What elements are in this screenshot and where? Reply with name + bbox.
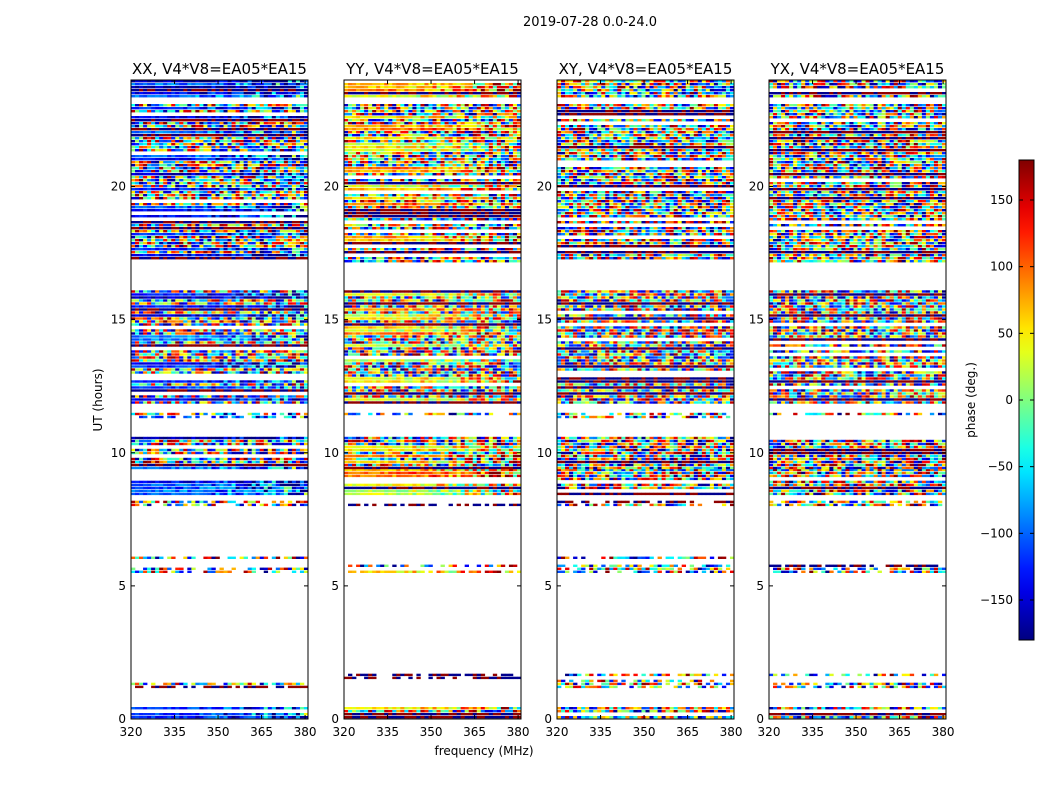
plot-frame <box>343 79 522 720</box>
x-tick-label: 335 <box>589 725 612 739</box>
panel-title: YX, V4*V8=EA05*EA15 <box>770 60 945 78</box>
y-tick-label: 10 <box>111 446 126 460</box>
y-tick-label: 15 <box>111 313 126 327</box>
x-tick-label: 350 <box>420 725 443 739</box>
plot-frame <box>130 79 309 720</box>
x-tick-label: 335 <box>163 725 186 739</box>
colorbar-tick-label: 100 <box>990 260 1013 274</box>
plot-frame <box>768 79 947 720</box>
y-tick-label: 5 <box>756 579 764 593</box>
x-tick-label: 365 <box>676 725 699 739</box>
panels: XX, V4*V8=EA05*EA15 320 335 350 365 380 0 5 10 15… <box>111 60 955 739</box>
y-tick-label: 20 <box>111 180 126 194</box>
x-tick-label: 335 <box>376 725 399 739</box>
y-tick-label: 0 <box>331 712 339 726</box>
panel-yy: YY, V4*V8=EA05*EA15 320 335 350 365 380 0 5 10 15… <box>324 60 530 739</box>
x-tick-label: 320 <box>546 725 569 739</box>
colorbar-tick-label: 0 <box>1005 393 1013 407</box>
phase-heatmap <box>344 83 521 719</box>
y-tick-label: 15 <box>749 313 764 327</box>
panel-xy: XY, V4*V8=EA05*EA15 320 335 350 365 380 0 5 10 15… <box>537 60 743 739</box>
plot-frame <box>556 79 735 720</box>
x-tick-label: 380 <box>932 725 955 739</box>
x-axis-label: frequency (MHz) <box>434 744 533 758</box>
colorbar-tick-label: 50 <box>998 326 1013 340</box>
phase-heatmap <box>557 80 734 719</box>
x-tick-label: 320 <box>758 725 781 739</box>
phase-heatmap <box>769 80 946 719</box>
panel-xx: XX, V4*V8=EA05*EA15 320 335 350 365 380 0 5 10 15… <box>111 60 317 739</box>
y-tick-label: 10 <box>749 446 764 460</box>
y-tick-label: 15 <box>537 313 552 327</box>
x-tick-label: 380 <box>507 725 530 739</box>
panel-yx: YX, V4*V8=EA05*EA15 320 335 350 365 380 0 5 10 15… <box>749 60 955 739</box>
y-tick-label: 5 <box>331 579 339 593</box>
y-tick-label: 20 <box>749 180 764 194</box>
x-tick-label: 350 <box>633 725 656 739</box>
x-tick-label: 335 <box>801 725 824 739</box>
x-tick-label: 350 <box>207 725 230 739</box>
panel-title: XX, V4*V8=EA05*EA15 <box>132 60 307 78</box>
x-tick-label: 380 <box>720 725 743 739</box>
y-tick-label: 10 <box>324 446 339 460</box>
y-tick-label: 15 <box>324 313 339 327</box>
colorbar-tick-label: −50 <box>988 460 1013 474</box>
colorbar: 150 100 50 0 −50 −100 −150 <box>980 159 1035 641</box>
y-tick-label: 0 <box>118 712 126 726</box>
x-tick-label: 320 <box>333 725 356 739</box>
panel-title: XY, V4*V8=EA05*EA15 <box>559 60 733 78</box>
colorbar-tick-label: 150 <box>990 193 1013 207</box>
x-tick-label: 365 <box>250 725 273 739</box>
phase-heatmap <box>131 80 308 719</box>
y-tick-label: 20 <box>537 180 552 194</box>
y-tick-label: 20 <box>324 180 339 194</box>
x-tick-label: 320 <box>120 725 143 739</box>
y-tick-label: 0 <box>756 712 764 726</box>
colorbar-tick-label: −100 <box>980 526 1013 540</box>
x-tick-label: 350 <box>845 725 868 739</box>
x-tick-label: 365 <box>463 725 486 739</box>
y-tick-label: 5 <box>544 579 552 593</box>
x-tick-label: 380 <box>294 725 317 739</box>
figure-title: 2019-07-28 0.0-24.0 <box>523 15 657 30</box>
y-tick-label: 10 <box>537 446 552 460</box>
y-tick-label: 0 <box>544 712 552 726</box>
y-axis-label: UT (hours) <box>91 368 105 431</box>
panel-title: YY, V4*V8=EA05*EA15 <box>345 60 519 78</box>
y-tick-label: 5 <box>118 579 126 593</box>
colorbar-tick-label: −150 <box>980 593 1013 607</box>
colorbar-label: phase (deg.) <box>964 362 978 438</box>
x-tick-label: 365 <box>888 725 911 739</box>
